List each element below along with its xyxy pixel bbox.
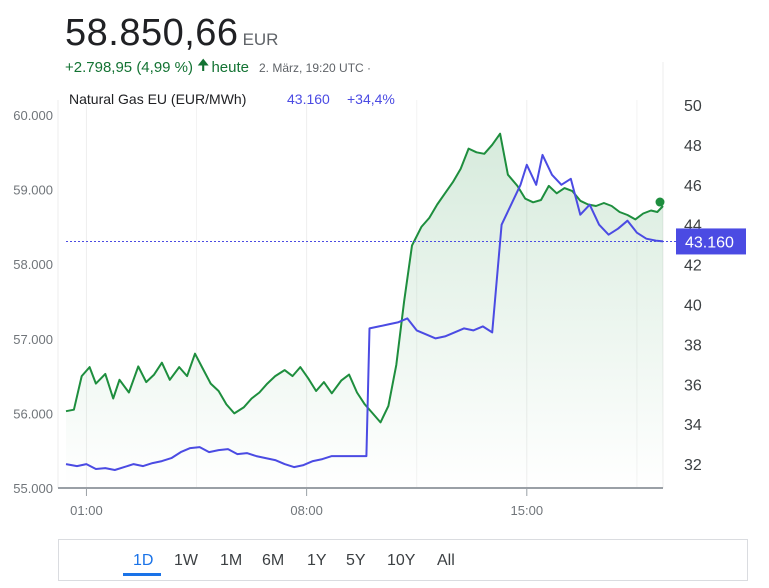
series-area (66, 133, 663, 488)
x-tick-label: 15:00 (511, 503, 544, 518)
compare-series-value: 43.160 (287, 91, 330, 107)
active-tab-indicator (123, 573, 161, 576)
right-tick-label: 46 (684, 178, 702, 195)
series-layer (65, 132, 664, 488)
left-tick-label: 57.000 (13, 332, 53, 347)
tab-1w[interactable]: 1W (174, 552, 198, 569)
right-tick-label: 40 (684, 297, 702, 314)
series-end-dot (655, 197, 665, 207)
price-value: 58.850,66 (65, 12, 239, 54)
x-axis: 01:00 08:00 15:00 (70, 488, 543, 518)
right-tick-label: 34 (684, 417, 702, 434)
left-tick-label: 55.000 (13, 481, 53, 496)
current-value-badge: 43.160 (676, 228, 746, 255)
range-tabs: 1D 1W 1M 6M 1Y 5Y 10Y All (58, 539, 748, 581)
right-tick-label: 48 (684, 138, 702, 155)
tab-6m[interactable]: 6M (262, 552, 285, 569)
right-tick-label: 32 (684, 457, 702, 474)
compare-series-name: Natural Gas EU (EUR/MWh) (69, 91, 246, 107)
right-tick-label: 36 (684, 377, 702, 394)
series-line-compare (65, 153, 664, 471)
compare-series-change: +34,4% (347, 91, 395, 107)
tab-1m[interactable]: 1M (220, 552, 243, 569)
arrow-up-icon: 🠉 (197, 57, 210, 74)
series-line-main (65, 132, 664, 424)
price-change: +2.798,95 (4,99 %) (65, 59, 194, 76)
tab-10y[interactable]: 10Y (387, 552, 416, 569)
x-tick-label: 01:00 (70, 503, 103, 518)
x-tick-label: 08:00 (290, 503, 323, 518)
tab-all[interactable]: All (437, 552, 455, 569)
change-period: heute (211, 59, 249, 76)
left-tick-label: 56.000 (13, 406, 53, 421)
tab-1y[interactable]: 1Y (307, 552, 327, 569)
tab-5y[interactable]: 5Y (346, 552, 366, 569)
left-tick-label: 58.000 (13, 257, 53, 272)
right-tick-label: 42 (684, 258, 702, 275)
left-tick-label: 59.000 (13, 183, 53, 198)
left-axis: 55.000 56.000 57.000 58.000 59.000 60.000 (13, 108, 53, 496)
quote-header: 58.850,66 EUR +2.798,95 (4,99 %) 🠉 heute… (65, 12, 371, 80)
right-tick-label: 50 (684, 98, 702, 115)
timestamp: 2. März, 19:20 UTC · (258, 60, 372, 75)
right-tick-label: 38 (684, 337, 702, 354)
price-chart[interactable]: Natural Gas EU (EUR/MWh) 43.160 +34,4% 5… (0, 0, 769, 535)
svg-text:43.160: 43.160 (685, 234, 734, 251)
left-tick-label: 60.000 (13, 108, 53, 123)
tab-1d[interactable]: 1D (133, 552, 154, 569)
currency-label: EUR (242, 30, 279, 49)
